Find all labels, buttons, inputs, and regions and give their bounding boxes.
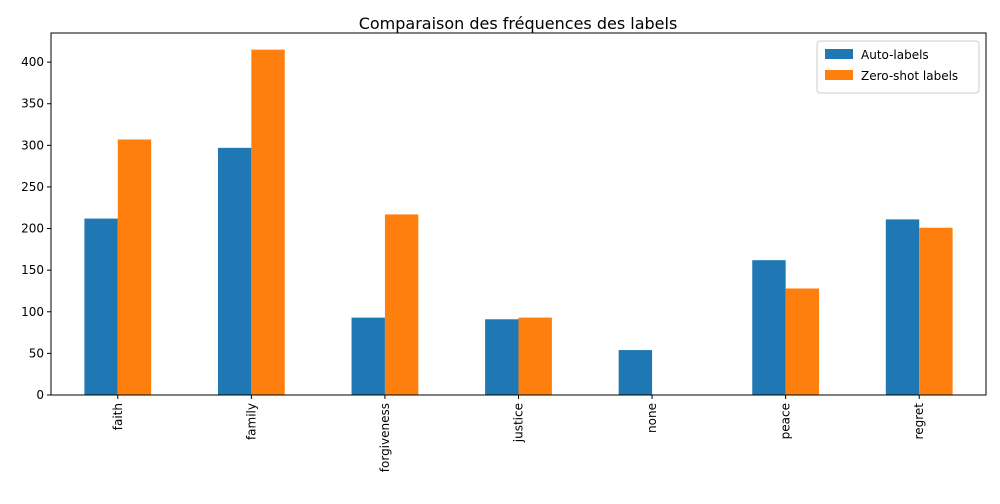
chart-title: Comparaison des fréquences des labels: [359, 14, 678, 33]
y-tick-label: 350: [21, 97, 44, 111]
y-tick-label: 250: [21, 180, 44, 194]
bar-auto-none: [618, 350, 653, 395]
bar-zero-shot-forgiveness: [384, 214, 419, 395]
x-tick-label-regret: regret: [912, 403, 926, 440]
bar-zero-shot-justice: [518, 317, 552, 395]
y-tick-label: 200: [21, 222, 44, 236]
legend-box: [816, 40, 980, 94]
legend-swatch-0: [825, 49, 853, 59]
y-tick-label: 150: [21, 263, 44, 277]
x-tick-label-peace: peace: [779, 403, 793, 439]
y-tick-label: 0: [36, 388, 44, 402]
legend: Auto-labels Zero-shot labels: [816, 40, 980, 94]
bar-zero-shot-peace: [785, 288, 820, 395]
bar-zero-shot-family: [251, 49, 285, 395]
legend-label-0: Auto-labels: [861, 48, 929, 62]
y-tick-label: 50: [29, 346, 44, 360]
y-tick-label: 400: [21, 55, 44, 69]
bar-zero-shot-faith: [117, 139, 152, 395]
bar-auto-peace: [752, 260, 786, 395]
bar-auto-forgiveness: [351, 317, 385, 395]
legend-label-1: Zero-shot labels: [861, 69, 958, 83]
x-tick-label-family: family: [244, 403, 258, 440]
x-tick-label-none: none: [645, 403, 659, 433]
bar-auto-justice: [485, 319, 519, 395]
x-tick-label-justice: justice: [512, 403, 526, 443]
y-axis: 0 50 100 150 200 250 300 350 400: [21, 55, 51, 402]
bar-auto-faith: [84, 218, 118, 395]
bar-auto-regret: [885, 219, 920, 395]
x-tick-label-faith: faith: [111, 403, 125, 430]
x-axis: faith family forgiveness justice none peace re…: [111, 395, 926, 472]
bars-layer: [84, 49, 953, 395]
plot-frame: [50, 32, 987, 396]
bar-auto-family: [217, 147, 252, 395]
bar-zero-shot-regret: [919, 227, 953, 395]
y-tick-label: 100: [21, 305, 44, 319]
legend-swatch-1: [825, 70, 853, 80]
y-tick-label: 300: [21, 138, 44, 152]
x-tick-label-forgiveness: forgiveness: [378, 403, 392, 472]
